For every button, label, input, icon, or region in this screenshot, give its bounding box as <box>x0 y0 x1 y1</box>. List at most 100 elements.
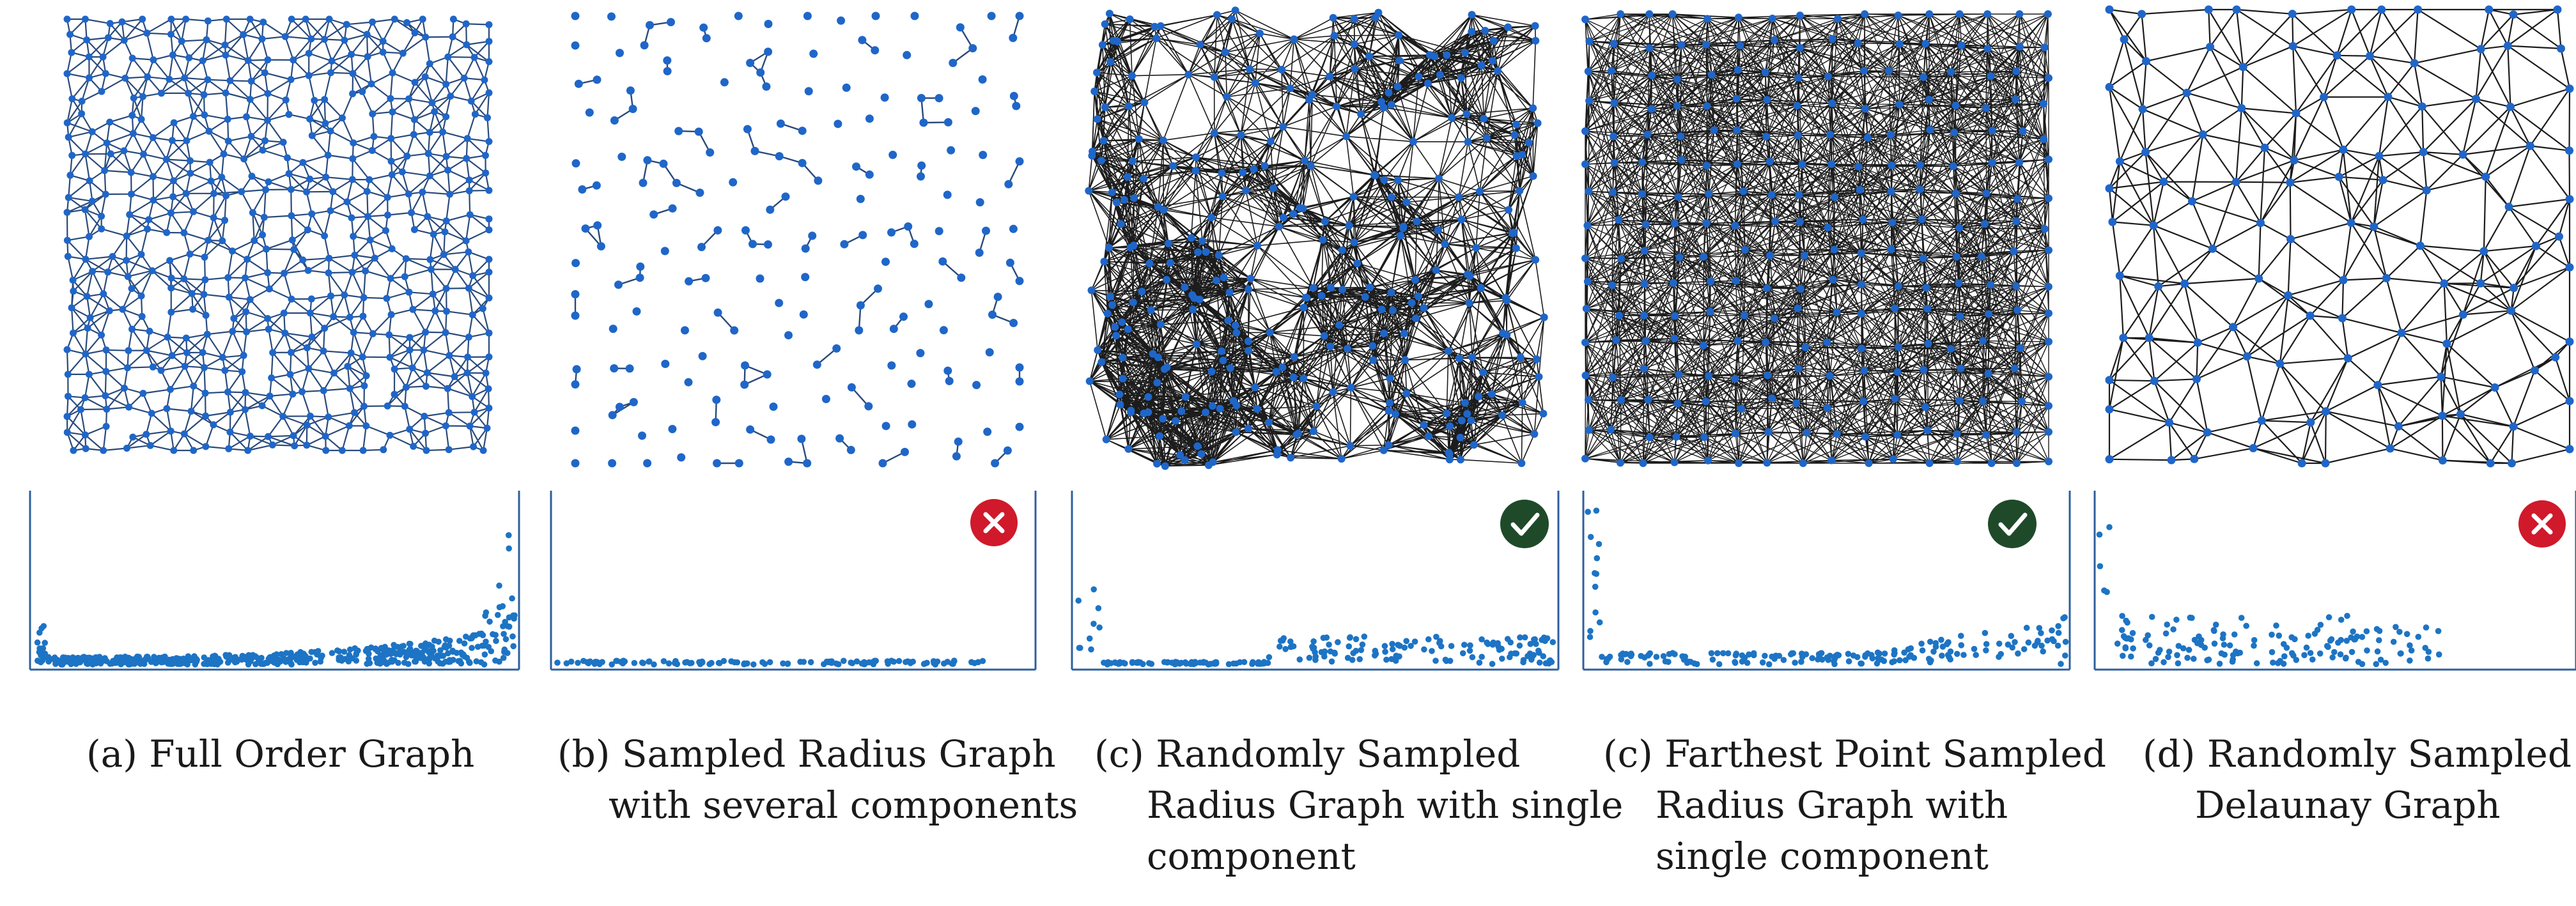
scatter-point <box>504 623 511 629</box>
graph-node <box>1119 353 1127 362</box>
graph-node <box>1223 93 1231 101</box>
graph-node <box>387 311 395 318</box>
scatter-point <box>2038 630 2044 636</box>
graph-node <box>2419 148 2428 157</box>
graph-node <box>201 364 208 371</box>
graph-node <box>2016 43 2024 51</box>
graph-node <box>424 213 431 220</box>
graph-node <box>1219 357 1227 365</box>
graph-node <box>574 79 583 88</box>
scatter-point <box>1587 627 1594 634</box>
graph-node <box>485 385 492 392</box>
graph-node <box>1950 128 1959 137</box>
graph-node <box>248 173 256 180</box>
graph-node <box>224 388 231 395</box>
graph-node <box>1801 343 1810 351</box>
graph-node <box>187 169 194 177</box>
scatter-point <box>1694 661 1700 668</box>
graph-node <box>240 155 248 163</box>
graph-node <box>1919 254 1927 263</box>
scatter-point <box>1287 643 1294 650</box>
scatter-point <box>1927 638 1934 645</box>
graph-node <box>1098 41 1106 49</box>
scatter-point <box>1359 641 1366 648</box>
graph-node <box>222 15 230 23</box>
graph-node <box>798 158 807 167</box>
graph-node <box>1861 105 1869 113</box>
scatter-panel-d <box>2093 491 2576 671</box>
graph-node <box>288 212 295 220</box>
graph-node <box>289 390 297 398</box>
graph-node <box>265 178 272 186</box>
graph-node <box>1181 456 1189 464</box>
graph-node <box>1771 217 1779 226</box>
scatter-point <box>1513 650 1520 657</box>
graph-node <box>128 54 136 62</box>
scatter-point <box>40 623 47 629</box>
graph-node <box>290 432 297 440</box>
scatter-point <box>2238 615 2245 621</box>
scatter-point <box>84 660 90 666</box>
graph-node <box>1608 281 1617 289</box>
graph-node <box>1194 248 1202 256</box>
graph-node <box>1242 187 1250 195</box>
graph-node <box>264 56 272 64</box>
graph-node <box>408 364 416 372</box>
graph-node <box>1612 336 1620 344</box>
graph-node <box>222 89 229 96</box>
graph-node <box>1670 334 1679 342</box>
graph-node <box>1670 458 1679 466</box>
graph-node <box>1129 242 1138 250</box>
graph-node <box>466 422 474 430</box>
graph-node <box>1461 49 1469 57</box>
graph-node <box>2249 443 2258 452</box>
graph-node <box>68 304 75 312</box>
scatter-point <box>1773 652 1780 659</box>
graph-node <box>1979 397 1987 405</box>
graph-node <box>1799 459 1807 467</box>
graph-node <box>1923 426 1932 434</box>
graph-node <box>168 352 176 359</box>
scatter-point <box>406 647 412 653</box>
scatter-point <box>2435 651 2442 658</box>
scatter-point <box>1476 659 1483 666</box>
graph-node <box>616 49 624 58</box>
scatter-point <box>428 649 434 655</box>
scatter-point <box>445 650 451 657</box>
scatter-point <box>2146 642 2153 649</box>
graph-node <box>2206 42 2215 51</box>
graph-node <box>343 198 351 206</box>
graph-node <box>364 213 371 220</box>
graph-node <box>1213 11 1221 19</box>
graph-node <box>149 363 157 371</box>
graph-node <box>674 127 683 135</box>
scatter-point <box>506 532 512 539</box>
graph-node <box>769 403 778 411</box>
graph-node <box>431 307 439 315</box>
scatter-point <box>1382 649 1388 655</box>
graph-node <box>167 427 175 435</box>
graph-node <box>359 88 366 95</box>
scatter-point <box>2283 645 2290 651</box>
graph-node <box>880 93 889 102</box>
scatter-point <box>2008 633 2015 640</box>
graph-node <box>410 131 417 138</box>
graph-node <box>1674 193 1682 201</box>
graph-node <box>1468 353 1477 362</box>
scatter-panel-c2 <box>1582 491 2071 671</box>
graph-node <box>1796 12 1804 20</box>
scatter-point <box>1827 652 1833 659</box>
badge-circle <box>1500 500 1549 548</box>
scatter-point <box>2049 627 2055 634</box>
graph-node <box>856 194 865 203</box>
graph-node <box>615 403 624 411</box>
graph-node <box>1831 193 1839 201</box>
graph-node <box>1480 114 1488 123</box>
graph-node <box>137 116 145 123</box>
graph-node <box>1768 14 1776 22</box>
graph-node <box>1518 399 1526 407</box>
graph-node <box>2256 219 2265 227</box>
graph-node <box>269 349 277 357</box>
graph-node <box>1202 408 1210 417</box>
cross-icon <box>2518 500 2566 548</box>
